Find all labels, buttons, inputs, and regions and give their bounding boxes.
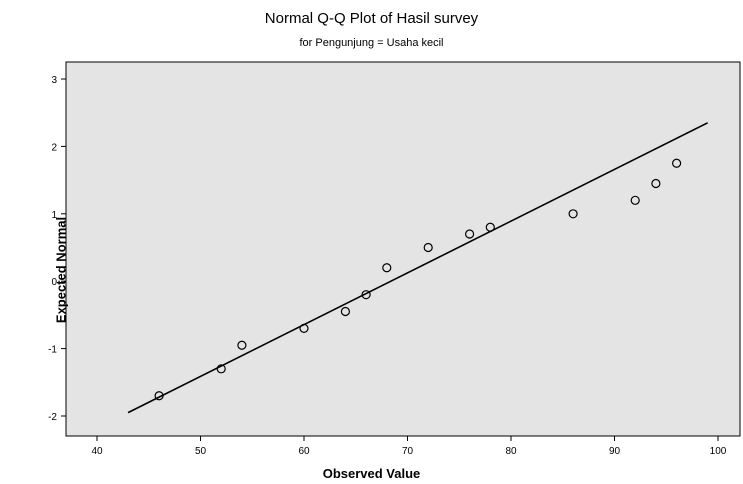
y-tick-label: -2	[48, 412, 57, 423]
data-point	[361, 290, 371, 300]
x-tick-label: 50	[195, 446, 207, 457]
x-tick-label: 40	[91, 446, 103, 457]
data-point	[568, 209, 578, 219]
y-tick-label: -1	[48, 345, 57, 356]
data-point	[485, 222, 495, 232]
x-tick-label: 70	[402, 446, 414, 457]
x-tick-label: 90	[609, 446, 621, 457]
x-tick-label: 100	[710, 446, 727, 457]
data-point	[465, 229, 475, 239]
data-point	[423, 242, 433, 253]
x-axis-label: Observed Value	[322, 466, 421, 481]
y-axis-label: Expected Normal	[53, 216, 69, 324]
y-tick-label: 2	[51, 142, 57, 153]
y-tick-label: 0	[51, 277, 57, 288]
data-point	[154, 391, 164, 401]
data-point	[651, 178, 661, 189]
data-point	[671, 158, 682, 168]
chart-title: Normal Q-Q Plot of Hasil survey	[264, 10, 479, 27]
y-tick-label: 3	[51, 75, 57, 86]
x-tick-label: 80	[505, 446, 517, 457]
data-point	[630, 195, 640, 205]
data-point	[237, 340, 247, 350]
x-tick-label: 60	[298, 446, 310, 457]
reference-line	[127, 122, 709, 414]
data-point	[299, 323, 309, 333]
chart-subtitle: for Pengunjung = Usaha kecil	[299, 37, 444, 49]
data-point	[340, 306, 350, 317]
data-point	[216, 364, 226, 374]
plot-area	[65, 61, 741, 437]
y-tick-label: 1	[51, 210, 57, 221]
data-point	[382, 263, 392, 273]
